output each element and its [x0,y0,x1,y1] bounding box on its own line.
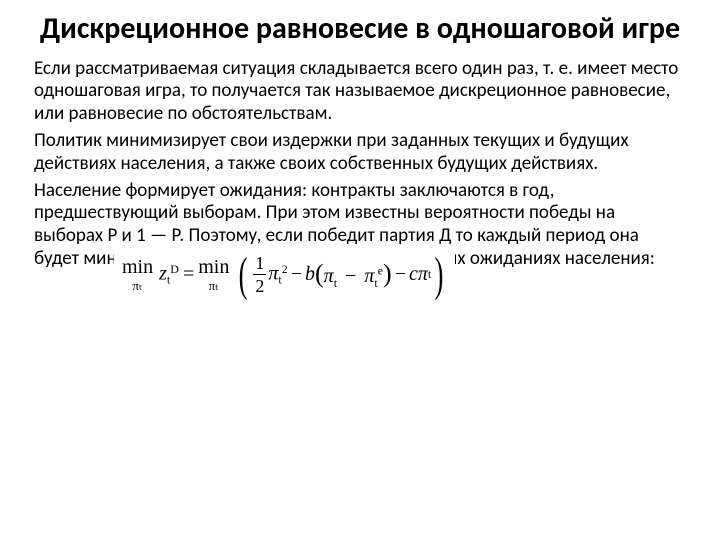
pi3-base: π [418,263,428,286]
b-coef: b [305,263,315,286]
paragraph-1: Если рассматриваемая ситуация складывает… [34,58,686,126]
min-label: min [122,257,153,277]
formula-region: min πₜ ztD = min πₜ ( 1 2 πt2 [34,275,686,339]
pi3-sub: t [428,267,431,282]
pi2-base: π [364,265,374,287]
pi1-sub: t [334,276,337,290]
c-coef: c [409,263,418,286]
min-rhs-sub: πₜ [209,279,219,292]
paragraph-2: Политик минимизирует свои издержки при з… [34,130,686,176]
pi2-sub: t [374,276,377,290]
pi-base: π [268,262,278,284]
slide-title: Дискреционное равновесие в одношаговой и… [34,12,686,46]
slide-body: Если рассматриваемая ситуация складывает… [34,58,686,271]
frac-den: 2 [253,277,266,295]
z-base: z [159,262,167,284]
formula: min πₜ ztD = min πₜ ( 1 2 πt2 [114,249,455,301]
lparen-icon: ( [239,251,248,299]
frac-bar [253,274,266,275]
z-var: ztD [159,262,179,288]
rparen2-icon: ) [383,259,392,288]
inner-paren: (πt − πte) [315,259,392,291]
z-sup: D [170,262,179,276]
min-lhs: min πₜ [122,257,153,292]
equals: = [183,263,194,286]
outer-paren: ( 1 2 πt2 − b (πt − πte) − cπt [235,251,447,299]
fraction-half: 1 2 [253,254,266,295]
minus-1: − [291,263,302,286]
pi-squared: πt2 [268,262,287,288]
lparen2-icon: ( [315,259,324,288]
pi1-base: π [324,265,334,287]
min-label-2: min [198,257,229,277]
pi-sup: 2 [282,262,288,276]
minus-3: − [395,263,406,286]
minus-2: − [345,265,356,287]
rparen-icon: ) [435,251,444,299]
slide: Дискреционное равновесие в одношаговой и… [0,0,720,540]
min-rhs: min πₜ [198,257,229,292]
frac-num: 1 [253,254,266,272]
min-lhs-sub: πₜ [132,279,142,292]
